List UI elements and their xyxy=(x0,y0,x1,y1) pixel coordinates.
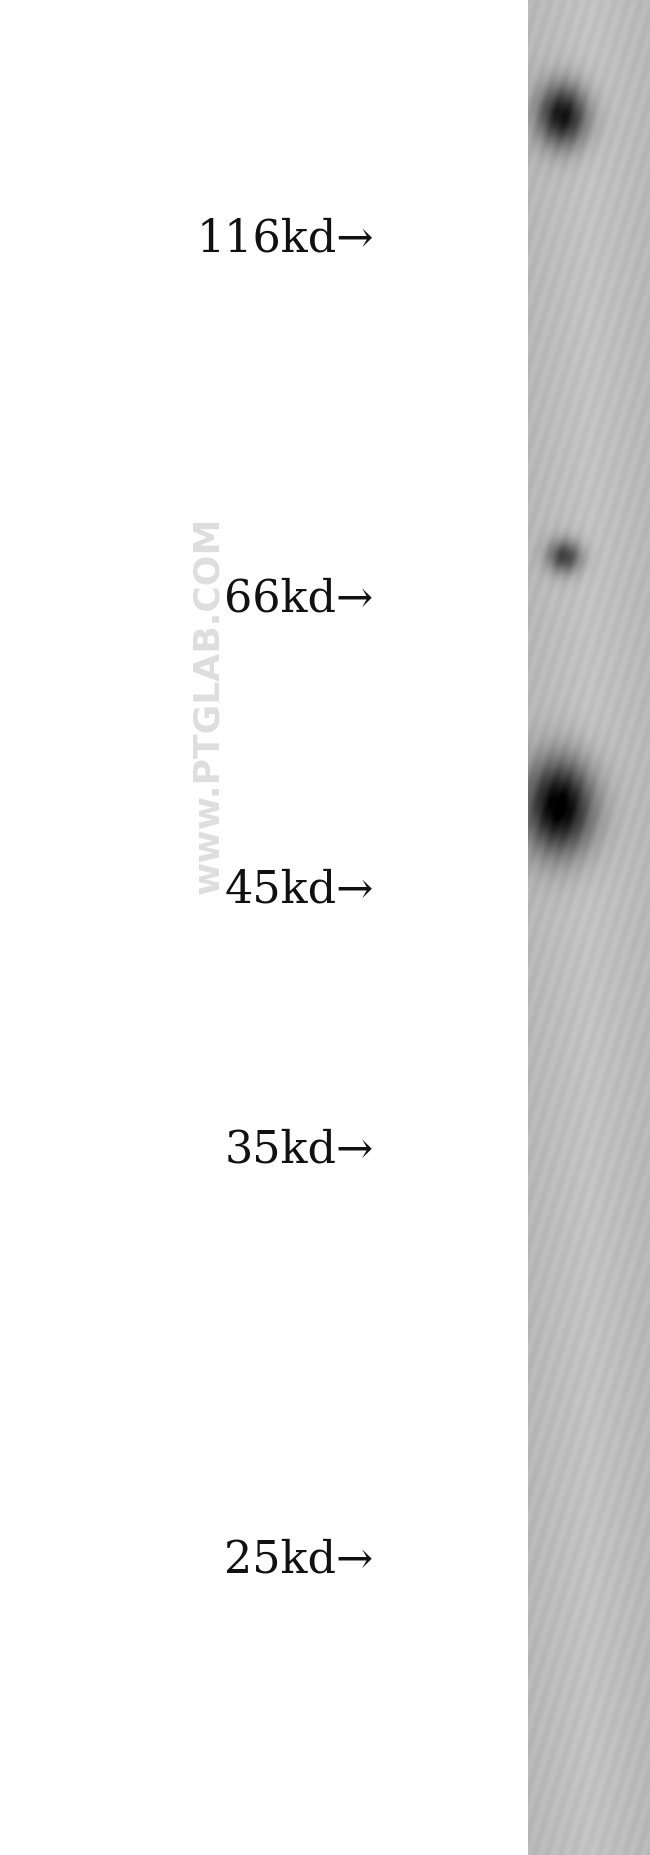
Text: 25kd→: 25kd→ xyxy=(224,1538,374,1582)
Text: 45kd→: 45kd→ xyxy=(224,868,374,913)
Text: 116kd→: 116kd→ xyxy=(196,217,374,262)
Text: www.PTGLAB.COM: www.PTGLAB.COM xyxy=(191,516,225,894)
Text: 35kd→: 35kd→ xyxy=(224,1128,374,1172)
Text: 66kd→: 66kd→ xyxy=(224,577,374,621)
